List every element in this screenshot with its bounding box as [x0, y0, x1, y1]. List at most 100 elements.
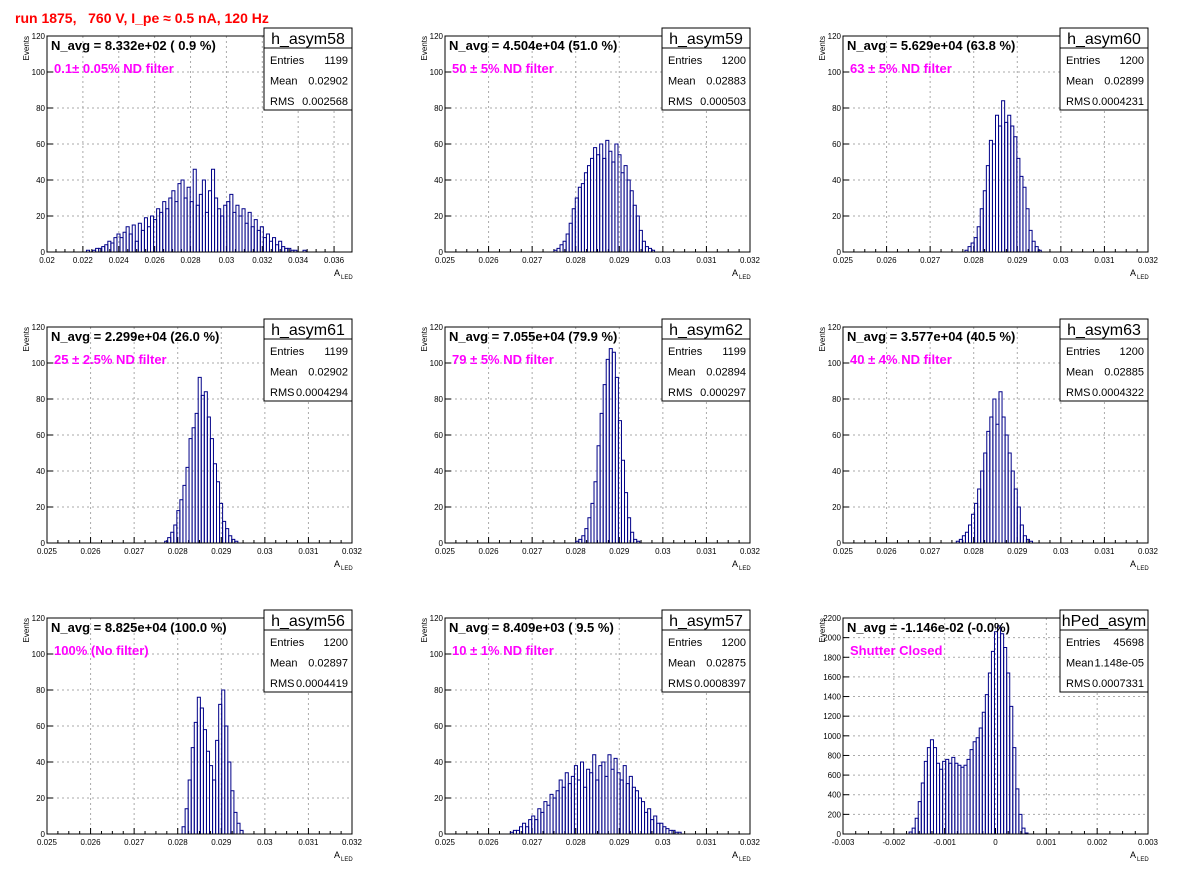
y-tick-label: 1400 [823, 693, 841, 702]
stats-box [661, 27, 751, 111]
x-tick-label: 0.028 [964, 256, 985, 265]
plot-frame [46, 326, 353, 544]
histogram-bin [131, 224, 136, 252]
y-tick-label: 0 [837, 830, 842, 839]
x-tick-label: 0.032 [342, 547, 363, 556]
y-tick-label: 0 [439, 830, 444, 839]
stats-value: 0.02883 [706, 76, 746, 88]
y-tick-label: 20 [36, 794, 45, 803]
y-tick-label: 120 [430, 323, 444, 332]
y-tick-label: 100 [828, 68, 842, 77]
histogram-bin [1019, 524, 1024, 543]
y-tick-label: 60 [36, 140, 45, 149]
x-tick-label: 0.034 [288, 256, 309, 265]
stats-label: Mean [1066, 76, 1094, 88]
y-tick-label: 0 [837, 248, 842, 257]
x-axis-label: A [1130, 850, 1136, 860]
x-tick-label: 0.032 [1138, 547, 1159, 556]
histogram-name: h_asym57 [669, 613, 743, 630]
y-axis-label: Events [420, 618, 429, 642]
x-tick-label: 0.031 [1094, 547, 1115, 556]
stats-label: Entries [1066, 637, 1101, 649]
stats-label: Entries [668, 346, 703, 358]
x-tick-label: 0.028 [181, 256, 202, 265]
y-tick-label: 120 [828, 323, 842, 332]
stats-box [263, 609, 353, 693]
x-tick-label: 0.028 [566, 547, 587, 556]
histogram-bin [1028, 540, 1034, 543]
y-tick-label: 40 [434, 758, 443, 767]
y-axis-label: Events [818, 618, 827, 642]
plot-frame [444, 35, 751, 253]
x-tick-label: 0.025 [435, 547, 456, 556]
histogram-name: h_asym61 [271, 322, 345, 339]
x-axis-label-subscript: LED [341, 566, 353, 572]
x-tick-label: 0.025 [833, 547, 854, 556]
y-tick-label: 120 [32, 323, 46, 332]
filter-label: 63 ± 5% ND filter [850, 61, 952, 76]
stats-value: 0.002568 [302, 96, 348, 108]
x-tick-label: 0.026 [877, 256, 898, 265]
stats-label: RMS [1066, 678, 1090, 690]
navg-label: N_avg = 3.577e+04 (40.5 %) [847, 329, 1015, 344]
x-axis-label-subscript: LED [1137, 275, 1149, 281]
x-tick-label: 0.027 [522, 547, 543, 556]
stats-box [263, 318, 353, 402]
stats-box [263, 27, 353, 111]
y-tick-label: 20 [434, 503, 443, 512]
histogram-panel-hPed_asym: -0.003 -0.002 -0.001 0 0.001 0.002 0.003 0 200 40… [818, 609, 1159, 863]
stats-label: Entries [270, 637, 305, 649]
x-tick-label: 0.036 [324, 256, 345, 265]
x-axis-label-subscript: LED [739, 857, 751, 863]
x-axis-label: A [334, 559, 340, 569]
y-tick-label: 100 [430, 359, 444, 368]
x-axis-label-subscript: LED [1137, 566, 1149, 572]
navg-label: N_avg = 5.629e+04 (63.8 %) [847, 38, 1015, 53]
histogram-bin [239, 829, 244, 834]
y-tick-label: 60 [434, 140, 443, 149]
y-tick-label: 20 [434, 794, 443, 803]
histogram-name: h_asym60 [1067, 31, 1141, 48]
x-axis-label: A [732, 850, 738, 860]
stats-box [1059, 27, 1149, 111]
x-tick-label: 0.024 [109, 256, 130, 265]
y-tick-label: 0 [41, 830, 46, 839]
y-tick-label: 120 [430, 614, 444, 623]
y-tick-label: 80 [434, 395, 443, 404]
x-tick-label: 0.029 [609, 256, 630, 265]
y-tick-label: 100 [430, 650, 444, 659]
filter-label: 0.1± 0.05% ND filter [54, 61, 174, 76]
histogram-name: hPed_asym [1062, 613, 1147, 630]
x-tick-label: 0.001 [1036, 838, 1057, 847]
y-tick-label: 120 [32, 614, 46, 623]
y-tick-label: 40 [832, 176, 841, 185]
x-tick-label: 0.031 [298, 547, 319, 556]
y-tick-label: 40 [36, 758, 45, 767]
x-tick-label: 0 [993, 838, 998, 847]
y-tick-label: 60 [434, 431, 443, 440]
histogram-panel-h_asym63: 0.025 0.026 0.027 0.028 0.029 0.03 0.031 0.032 0… [818, 318, 1159, 572]
y-tick-label: 120 [828, 32, 842, 41]
x-tick-label: 0.027 [124, 547, 145, 556]
x-tick-label: 0.032 [740, 838, 761, 847]
stats-box [661, 318, 751, 402]
plot-frame [842, 35, 1149, 253]
stats-label: RMS [1066, 96, 1090, 108]
stats-box [1059, 609, 1149, 693]
x-tick-label: 0.03 [1053, 547, 1069, 556]
histogram-bin [234, 540, 239, 543]
y-tick-label: 1200 [823, 712, 841, 721]
y-tick-label: 1000 [823, 732, 841, 741]
stats-label: RMS [668, 678, 692, 690]
plot-frame [46, 617, 353, 835]
plot-frame [444, 326, 751, 544]
x-tick-label: 0.025 [833, 256, 854, 265]
y-tick-label: 80 [36, 104, 45, 113]
stats-value: 0.02894 [706, 367, 746, 379]
x-tick-label: 0.032 [342, 838, 363, 847]
y-tick-label: 0 [439, 248, 444, 257]
x-tick-label: -0.001 [933, 838, 956, 847]
stats-value: 1200 [1120, 55, 1144, 67]
stats-value: 0.02902 [308, 367, 348, 379]
